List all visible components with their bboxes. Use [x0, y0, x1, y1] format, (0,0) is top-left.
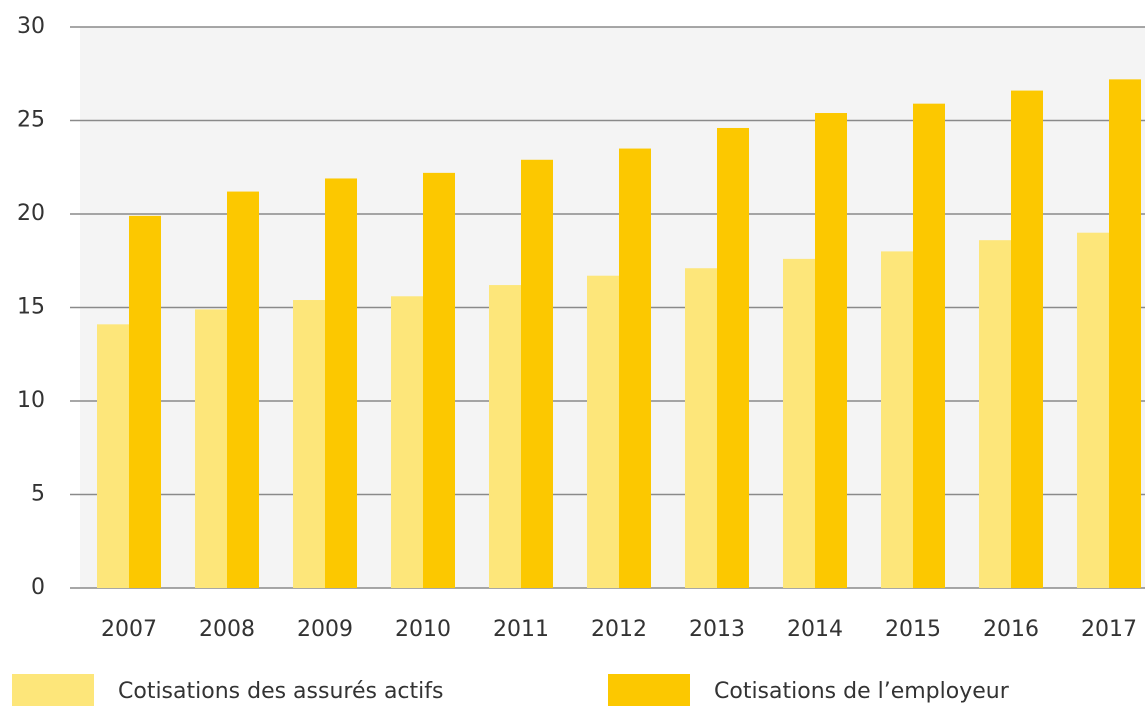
bar — [489, 285, 521, 588]
y-tick-label: 20 — [17, 201, 45, 226]
bar — [717, 127, 749, 588]
x-tick-label: 2017 — [1081, 617, 1137, 642]
bar — [783, 258, 815, 588]
bar — [325, 178, 357, 588]
legend-swatch — [12, 674, 94, 706]
bar — [881, 251, 913, 588]
y-tick-label: 10 — [17, 388, 45, 413]
bar — [685, 268, 717, 588]
x-tick-label: 2010 — [395, 617, 451, 642]
bar — [129, 215, 161, 588]
bar — [293, 300, 325, 588]
bar — [913, 103, 945, 589]
y-tick-label: 30 — [17, 14, 45, 39]
bar — [1011, 90, 1043, 588]
legend-swatch — [608, 674, 690, 706]
bar — [391, 296, 423, 588]
x-tick-label: 2014 — [787, 617, 843, 642]
x-tick-label: 2016 — [983, 617, 1039, 642]
x-tick-label: 2012 — [591, 617, 647, 642]
bar — [815, 113, 847, 589]
x-tick-label: 2013 — [689, 617, 745, 642]
bar — [423, 172, 455, 589]
y-tick-label: 0 — [31, 575, 45, 600]
bar — [1109, 79, 1141, 589]
bar — [619, 148, 651, 589]
bar — [97, 324, 129, 588]
x-tick-label: 2011 — [493, 617, 549, 642]
y-tick-label: 5 — [31, 482, 45, 507]
bar — [195, 309, 227, 588]
legend-label: Cotisations des assurés actifs — [118, 679, 443, 704]
bar — [227, 191, 259, 588]
x-tick-label: 2009 — [297, 617, 353, 642]
y-tick-label: 25 — [17, 108, 45, 133]
y-tick-label: 15 — [17, 295, 45, 320]
x-tick-label: 2008 — [199, 617, 255, 642]
bar — [521, 159, 553, 588]
x-tick-label: 2007 — [101, 617, 157, 642]
x-tick-label: 2015 — [885, 617, 941, 642]
bar — [587, 275, 619, 588]
legend-label: Cotisations de l’employeur — [714, 679, 1010, 704]
bar — [979, 240, 1011, 588]
bar — [1077, 232, 1109, 588]
